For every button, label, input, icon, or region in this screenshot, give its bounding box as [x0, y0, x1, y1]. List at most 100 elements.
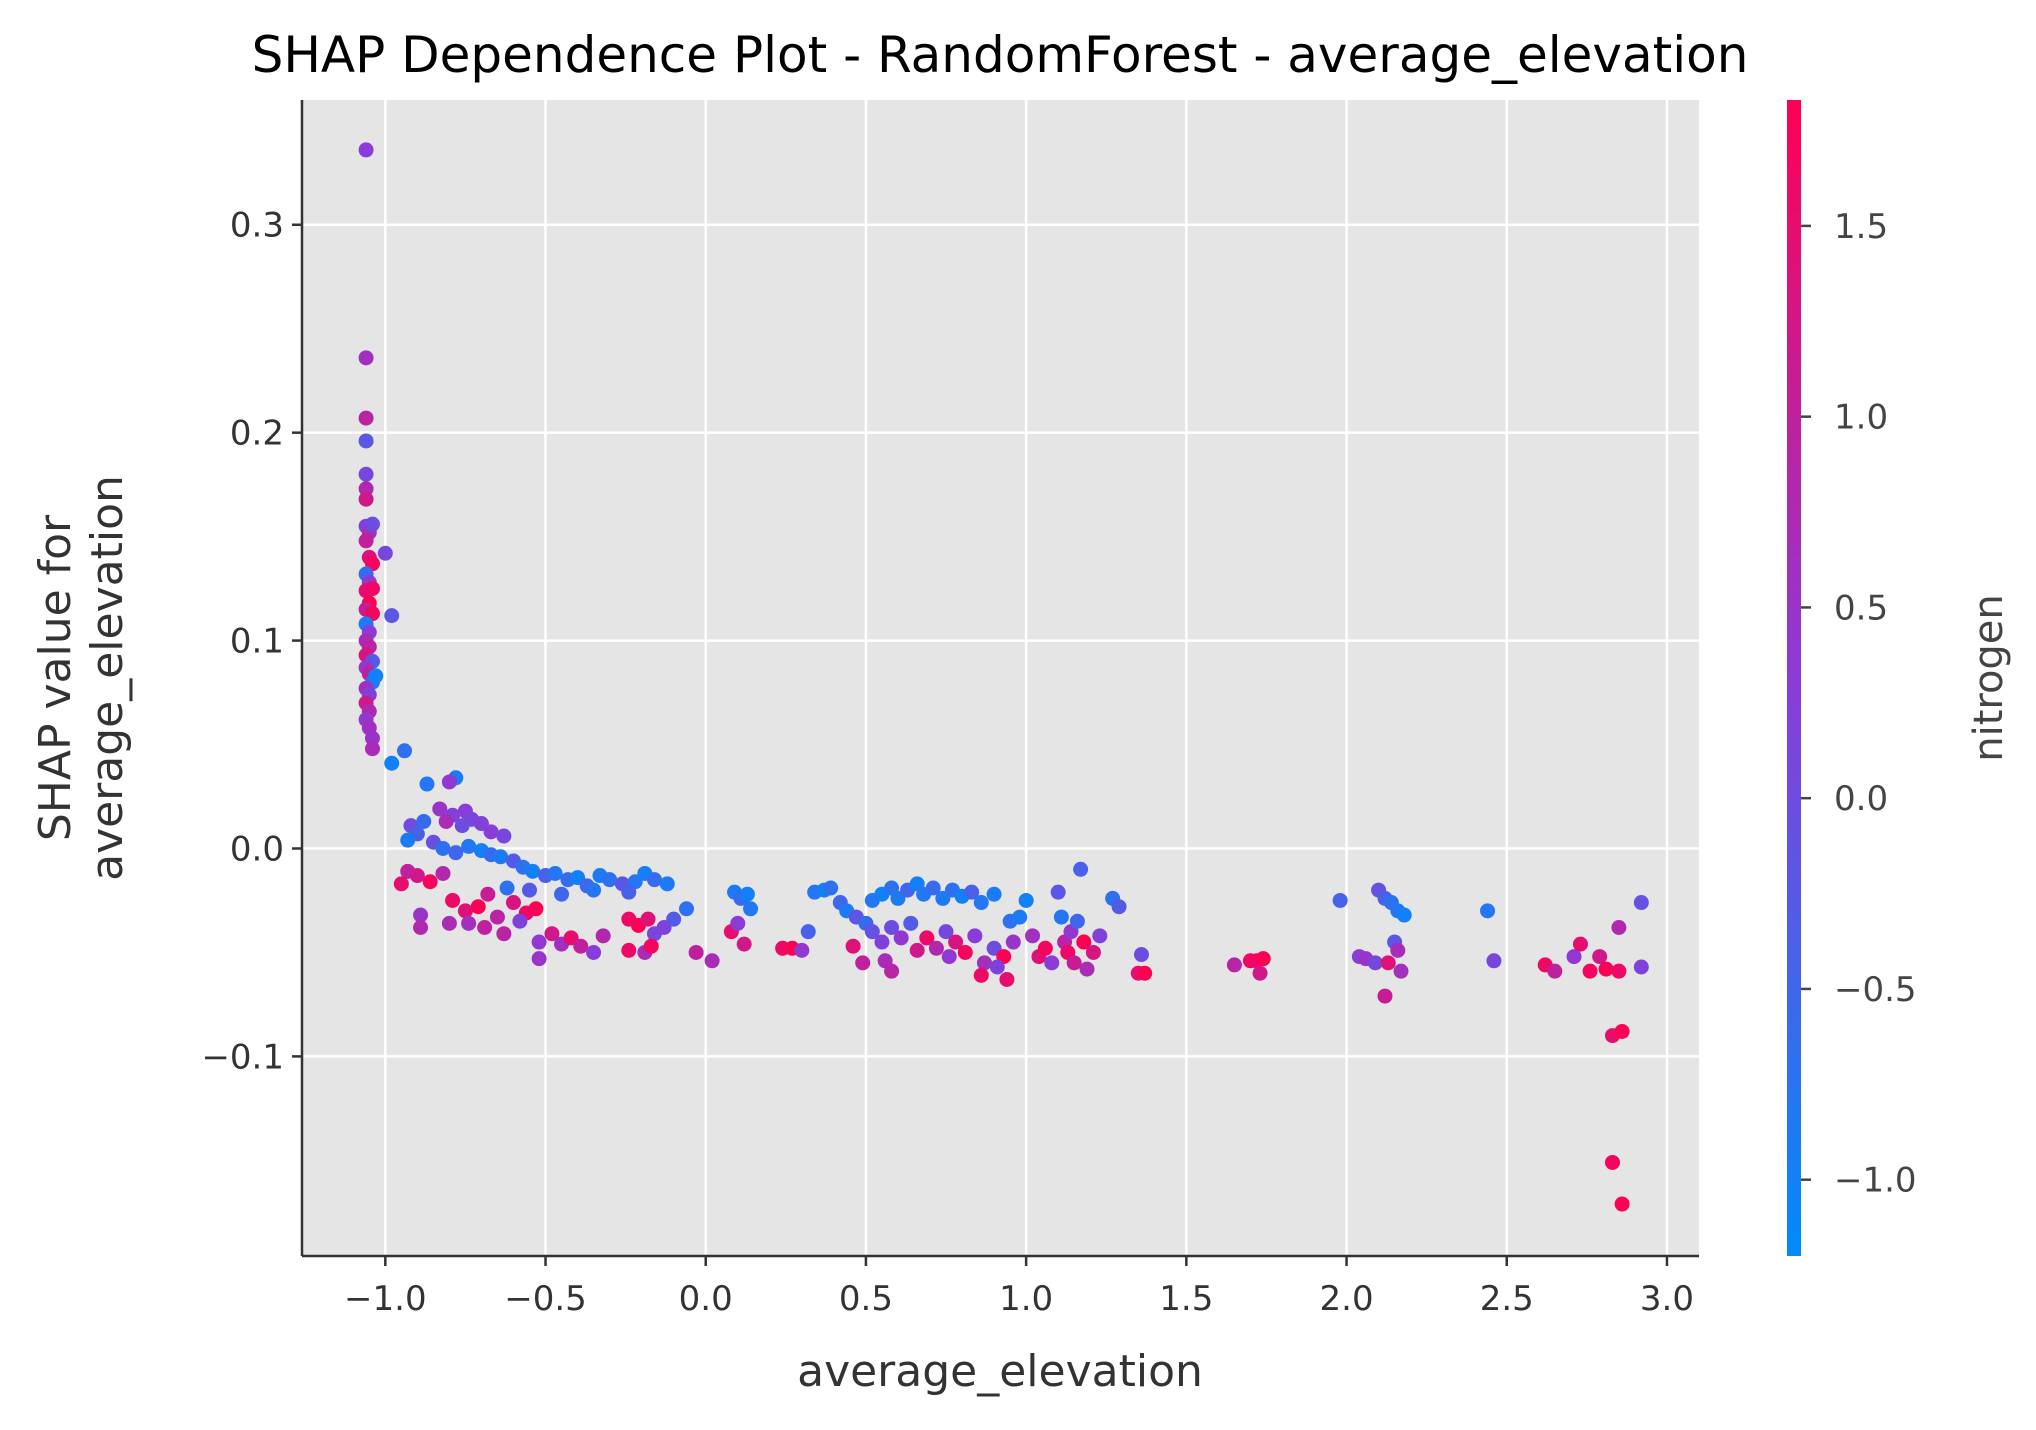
data-point: [496, 926, 512, 942]
data-point: [461, 838, 477, 854]
data-point: [531, 951, 547, 967]
data-point: [499, 880, 515, 896]
data-point: [823, 880, 839, 896]
data-point: [364, 741, 380, 757]
data-point: [855, 955, 871, 971]
data-point: [505, 895, 521, 911]
data-point: [435, 865, 451, 881]
data-point: [1133, 947, 1149, 963]
data-point: [643, 938, 659, 954]
data-point: [1614, 1196, 1630, 1212]
x-tick-label: −1.0: [344, 1279, 427, 1319]
data-point: [531, 934, 547, 950]
data-point: [1566, 949, 1582, 965]
data-point: [1018, 892, 1034, 908]
data-point: [1073, 861, 1089, 877]
x-tick-label: 2.0: [1320, 1279, 1374, 1319]
data-point: [874, 934, 890, 950]
data-point: [743, 901, 759, 917]
data-point: [800, 924, 816, 940]
x-tick-label: 0.0: [679, 1279, 733, 1319]
data-point: [400, 832, 416, 848]
data-point: [512, 913, 528, 929]
data-point: [678, 901, 694, 917]
data-point: [413, 907, 429, 923]
data-point: [1633, 895, 1649, 911]
data-point: [438, 813, 454, 829]
data-point: [528, 901, 544, 917]
data-point: [909, 942, 925, 958]
data-point: [941, 949, 957, 965]
colorbar-ticks: −1.0 −0.5 0.0 0.5 1.0 1.5: [1801, 207, 1917, 1201]
data-point: [845, 938, 861, 954]
colorbar-tick-label: 0.5: [1834, 588, 1888, 628]
data-point: [393, 876, 409, 892]
data-point: [1332, 892, 1348, 908]
data-point: [364, 516, 380, 532]
x-tick-label: 1.5: [1159, 1279, 1213, 1319]
data-point: [730, 915, 746, 931]
data-point: [928, 940, 944, 956]
data-point: [1592, 949, 1608, 965]
colorbar-label: nitrogen: [1966, 594, 2012, 762]
data-point: [621, 942, 637, 958]
data-point: [1037, 940, 1053, 956]
data-point: [435, 840, 451, 856]
colorbar-tick-label: 1.5: [1834, 207, 1888, 247]
data-point: [525, 863, 541, 879]
data-point: [377, 545, 393, 561]
data-point: [1598, 961, 1614, 977]
x-tick-label: 3.0: [1640, 1279, 1694, 1319]
grid-lines: [302, 100, 1699, 1256]
data-point: [397, 743, 413, 759]
data-point: [1480, 903, 1496, 919]
data-point: [1044, 955, 1060, 971]
data-point: [457, 903, 473, 919]
data-point: [999, 971, 1015, 987]
x-tick-label: −0.5: [504, 1279, 587, 1319]
data-point: [521, 882, 537, 898]
data-point: [1380, 955, 1396, 971]
data-point: [986, 886, 1002, 902]
data-point: [358, 466, 374, 482]
y-tick-label: 0.2: [230, 414, 284, 454]
data-point: [1012, 909, 1028, 925]
data-point: [704, 953, 720, 969]
colorbar-tick-label: −0.5: [1834, 970, 1917, 1010]
data-point: [1005, 934, 1021, 950]
data-point: [409, 868, 425, 884]
colorbar-tick-label: −1.0: [1834, 1161, 1917, 1201]
data-point: [448, 845, 464, 861]
data-point: [1486, 953, 1502, 969]
data-point: [1085, 944, 1101, 960]
data-point: [454, 818, 470, 834]
data-point: [666, 911, 682, 927]
data-point: [1393, 963, 1409, 979]
data-point: [1582, 963, 1598, 979]
data-point: [1092, 928, 1108, 944]
y-axis-ticks: −0.1 0.0 0.1 0.2 0.3: [201, 206, 302, 1077]
data-point: [688, 944, 704, 960]
data-point: [957, 944, 973, 960]
data-point: [1050, 884, 1066, 900]
data-point: [973, 967, 989, 983]
data-point: [973, 895, 989, 911]
data-point: [358, 491, 374, 507]
data-point: [864, 924, 880, 940]
data-point: [1604, 1154, 1620, 1170]
data-point: [1066, 955, 1082, 971]
y-tick-label: −0.1: [201, 1037, 284, 1077]
data-point: [976, 955, 992, 971]
data-point: [493, 849, 509, 865]
data-point: [739, 886, 755, 902]
y-tick-label: 0.0: [230, 829, 284, 869]
y-tick-label: 0.3: [230, 206, 284, 246]
data-point: [893, 930, 909, 946]
data-point: [489, 909, 505, 925]
data-point: [445, 892, 461, 908]
data-point: [919, 930, 935, 946]
data-point: [441, 774, 457, 790]
data-point: [358, 433, 374, 449]
data-point: [364, 730, 380, 746]
